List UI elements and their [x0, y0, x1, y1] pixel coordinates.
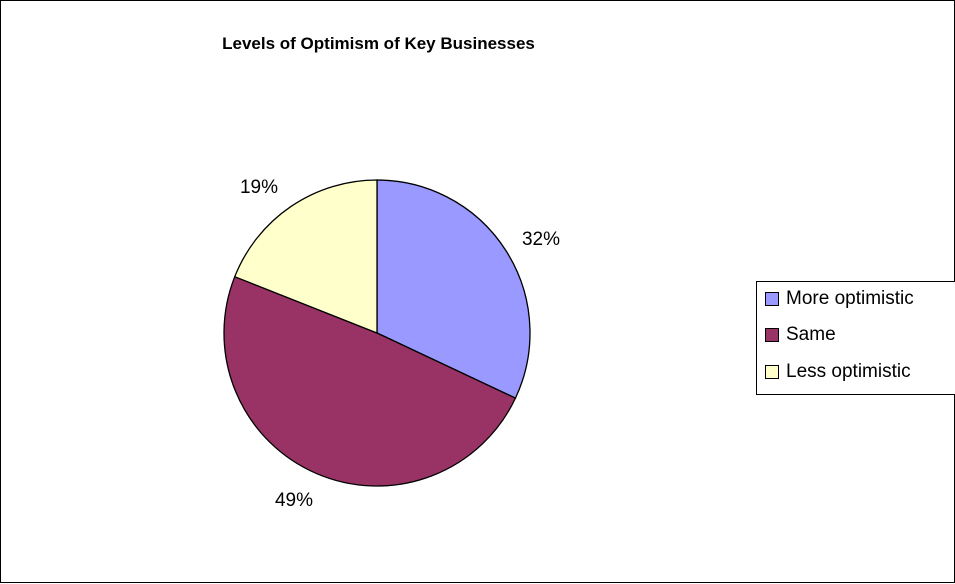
legend-item-less-optimistic: Less optimistic	[765, 360, 911, 384]
data-label: 19%	[240, 177, 278, 198]
legend-swatch	[765, 292, 779, 306]
legend-swatch	[765, 328, 779, 342]
pie-slice-same	[223, 275, 517, 487]
legend-label: Less optimistic	[786, 361, 911, 382]
pie-slice-less-optimistic	[233, 179, 378, 334]
data-label: 32%	[522, 229, 560, 250]
legend-label: More optimistic	[786, 288, 914, 309]
legend-swatch	[765, 365, 779, 379]
data-label: 49%	[275, 490, 313, 511]
legend-item-same: Same	[765, 323, 836, 347]
chart-title: Levels of Optimism of Key Businesses	[222, 34, 535, 53]
pie-slice-more-optimistic	[376, 179, 531, 400]
legend: More optimistic Same Less optimistic	[756, 281, 955, 395]
legend-label: Same	[786, 324, 836, 345]
legend-item-more-optimistic: More optimistic	[765, 287, 914, 311]
